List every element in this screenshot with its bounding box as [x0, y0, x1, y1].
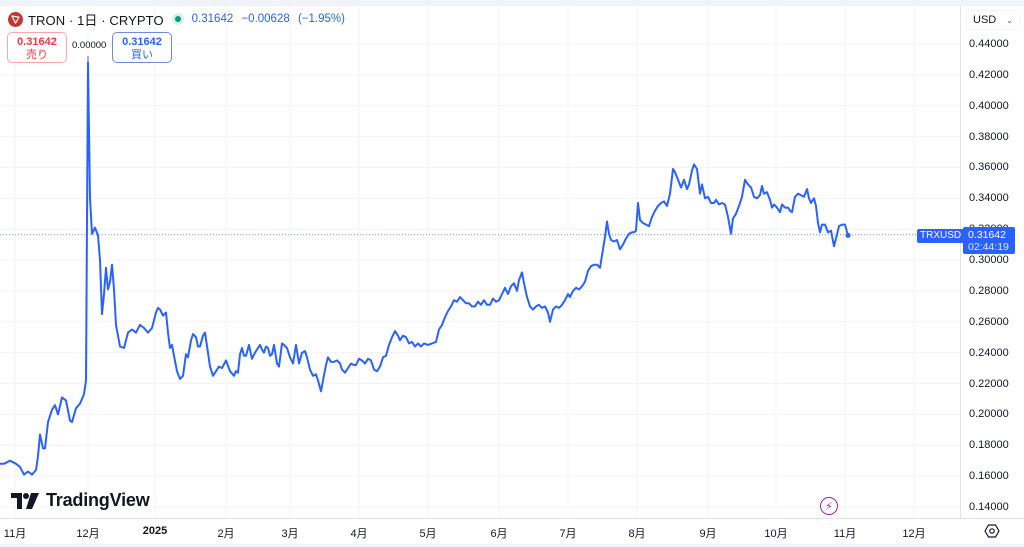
time-axis-label: 8月 [628, 528, 646, 540]
time-axis-label: 9月 [699, 528, 717, 540]
price-axis-label: 0.22000 [969, 377, 1009, 390]
spread-value: 0.00000 [72, 40, 107, 51]
time-axis-label: 11月 [3, 528, 27, 540]
buy-button[interactable]: 0.31642 買い [112, 32, 172, 63]
time-axis-label: 5月 [419, 528, 437, 540]
last-price-tag: 0.31642 02:44:19 [963, 227, 1015, 254]
price-axis-label: 0.20000 [969, 408, 1009, 421]
price-axis-label: 0.28000 [969, 284, 1009, 297]
symbol-title[interactable]: TRON · 1日 · CRYPTO [28, 12, 164, 28]
time-axis-label: 3月 [281, 528, 299, 540]
price-axis-label: 0.34000 [969, 192, 1009, 205]
time-axis-label: 12月 [902, 528, 926, 540]
time-axis-label: 7月 [559, 528, 577, 540]
price-change: −0.00628 [241, 13, 290, 25]
price-axis-label: 0.40000 [969, 99, 1009, 112]
price-chart [0, 6, 960, 518]
price-axis-label: 0.42000 [969, 68, 1009, 81]
quote-values: 0.31642 −0.00628 (−1.95%) [192, 13, 350, 25]
sell-price: 0.31642 [17, 36, 57, 48]
tradingview-wordmark: TradingView [46, 490, 150, 510]
price-axis-label: 0.38000 [969, 130, 1009, 143]
chart-plot-area[interactable] [0, 6, 960, 518]
tradingview-mark-icon [11, 492, 39, 509]
chevron-down-icon: ⌄ [1006, 15, 1013, 25]
sell-label: 売り [26, 49, 48, 61]
bar-countdown: 02:44:19 [968, 241, 1009, 253]
price-axis-label: 0.14000 [969, 501, 1009, 513]
tron-logo-icon [8, 11, 23, 27]
time-axis-label: 11月 [833, 528, 857, 540]
last-price-tag-value: 0.31642 [968, 229, 1006, 241]
buy-label: 買い [131, 49, 153, 61]
last-price: 0.31642 [191, 13, 234, 25]
tradingview-logo[interactable]: TradingView [11, 490, 150, 511]
time-axis-label: 12月 [76, 528, 100, 540]
buy-price: 0.31642 [122, 36, 162, 48]
time-axis-label: 6月 [490, 528, 508, 540]
price-axis[interactable]: 0.44000 0.42000 0.40000 0.38000 0.36000 0.340… [960, 6, 1024, 518]
price-axis-label: 0.18000 [969, 439, 1009, 452]
lightning-icon[interactable]: ⚡ [820, 497, 838, 515]
currency-selector[interactable]: USD ⌄ [966, 10, 1020, 30]
symbol-price-tag: TRXUSD [917, 229, 965, 243]
price-axis-label: 0.24000 [969, 346, 1009, 359]
symbol-header: TRON · 1日 · CRYPTO 0.31642 −0.00628 (−1.… [8, 10, 350, 28]
price-axis-label: 0.26000 [969, 315, 1009, 328]
sell-button[interactable]: 0.31642 売り [7, 32, 67, 63]
price-axis-label: 0.44000 [969, 38, 1009, 50]
price-line-series [0, 61, 849, 476]
time-axis-label: 4月 [350, 528, 368, 540]
price-axis-label: 0.16000 [969, 470, 1009, 483]
time-axis-label: 10月 [764, 528, 788, 540]
price-axis-label: 0.36000 [969, 161, 1009, 174]
currency-label: USD [973, 14, 997, 26]
last-point-marker [845, 232, 851, 238]
time-axis-label: 2月 [217, 528, 235, 540]
settings-gear-icon[interactable] [984, 523, 1000, 539]
time-axis-label: 2025 [142, 525, 168, 537]
price-change-percent: (−1.95%) [297, 13, 345, 25]
time-axis[interactable]: 11月 12月 2025 2月 3月 4月 5月 6月 7月 8月 9月 10月 11月 12月 [0, 518, 1024, 542]
market-open-status-icon [171, 13, 184, 25]
price-axis-label: 0.30000 [969, 254, 1009, 267]
